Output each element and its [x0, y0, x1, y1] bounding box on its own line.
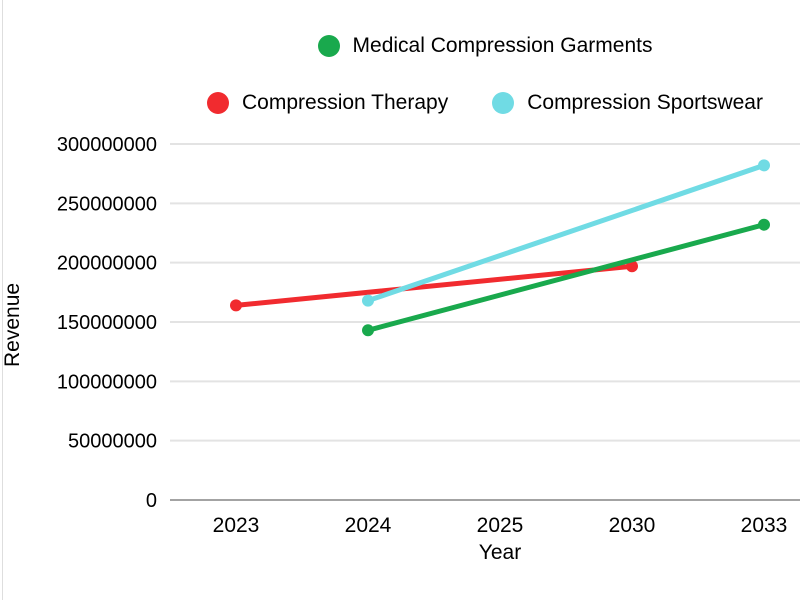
- y-tick-label: 50000000: [68, 431, 157, 453]
- legend-item-medical-compression-garments: Medical Compression Garments: [317, 34, 653, 58]
- data-point-medical-compression-garments: [758, 218, 770, 231]
- x-tick-label: 2033: [741, 514, 788, 537]
- canvas-left-border: [2, 0, 3, 600]
- series-line-compression-sportswear: [365, 162, 767, 304]
- y-tick-label: 300000000: [57, 134, 157, 156]
- legend-item-compression-sportswear: Compression Sportswear: [492, 91, 763, 115]
- y-tick-label: 100000000: [57, 371, 157, 393]
- data-point-compression-sportswear: [758, 159, 770, 172]
- series-line-compression-therapy: [233, 263, 635, 308]
- data-point-compression-therapy: [230, 299, 242, 312]
- y-tick-label: 0: [146, 490, 157, 512]
- legend-dot-icon: [207, 92, 229, 114]
- x-tick-label: 2023: [213, 514, 260, 537]
- data-point-medical-compression-garments: [362, 324, 374, 337]
- legend-item-compression-therapy: Compression Therapy: [207, 91, 448, 115]
- y-tick-label: 150000000: [57, 312, 157, 334]
- x-tick-label: 2025: [477, 514, 524, 537]
- chart-legend-row-1: Medical Compression Garments: [170, 34, 800, 58]
- legend-dot-icon: [492, 92, 515, 114]
- series-line-medical-compression-garments: [365, 222, 767, 333]
- y-tick-label: 200000000: [57, 253, 157, 275]
- legend-label: Medical Compression Garments: [352, 34, 653, 57]
- data-point-compression-sportswear: [362, 294, 374, 307]
- legend-dot-icon: [317, 35, 340, 57]
- x-axis-title: Year: [478, 541, 522, 564]
- y-tick-label: 250000000: [57, 193, 157, 215]
- x-tick-label: 2024: [345, 514, 392, 537]
- x-tick-label: 2030: [609, 514, 656, 537]
- legend-label: Compression Therapy: [242, 91, 449, 114]
- chart-legend-row-2: Compression Therapy Compression Sportswea…: [170, 91, 800, 115]
- legend-label: Compression Sportswear: [527, 91, 763, 114]
